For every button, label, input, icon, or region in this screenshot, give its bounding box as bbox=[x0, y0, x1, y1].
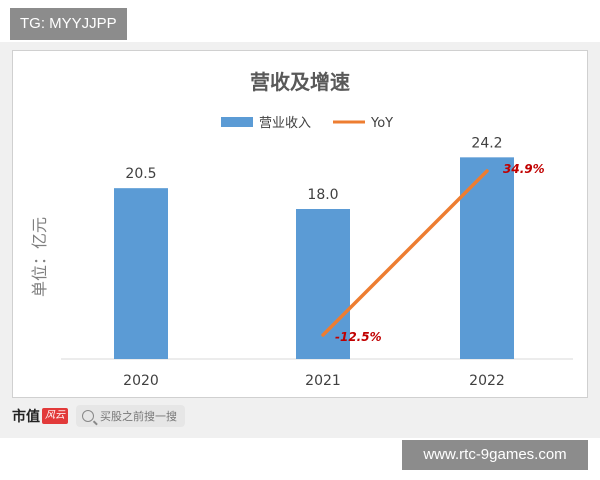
legend-label-yoy: YoY bbox=[370, 116, 393, 131]
y-axis-label: 单位：亿元 bbox=[30, 217, 49, 297]
search-box[interactable]: 买股之前搜一搜 bbox=[76, 405, 185, 427]
search-icon bbox=[82, 410, 94, 422]
yoy-label-2022: 34.9% bbox=[503, 162, 545, 176]
bar-label-2020: 20.5 bbox=[125, 166, 156, 182]
legend-swatch-revenue bbox=[221, 117, 253, 127]
search-placeholder: 买股之前搜一搜 bbox=[100, 410, 177, 423]
bar-label-2021: 18.0 bbox=[307, 187, 338, 203]
yoy-line-segment bbox=[321, 169, 489, 337]
yoy-label-2021: -12.5% bbox=[335, 330, 382, 344]
chart-frame: 营收及增速营业收入 YoY 单位：亿元 20.5 2020 18.0 2021 24.2 202… bbox=[12, 50, 588, 398]
chart-title: 营收及增速 bbox=[250, 70, 350, 94]
legend-label-revenue: 营业收入 bbox=[259, 116, 311, 131]
x-tick-2022: 2022 bbox=[469, 373, 505, 389]
bar-label-2022: 24.2 bbox=[471, 135, 502, 151]
x-tick-2021: 2021 bbox=[305, 373, 341, 389]
x-tick-2020: 2020 bbox=[123, 373, 159, 389]
top-tag: TG: MYYJJPP bbox=[10, 8, 127, 40]
footer-bar: 市值 风云 买股之前搜一搜 bbox=[12, 402, 192, 430]
watermark-link[interactable]: www.rtc-9games.com bbox=[402, 440, 588, 470]
bar-2020 bbox=[114, 188, 168, 359]
brand-badge: 风云 bbox=[42, 408, 68, 424]
brand-logo[interactable]: 市值 bbox=[12, 409, 40, 425]
